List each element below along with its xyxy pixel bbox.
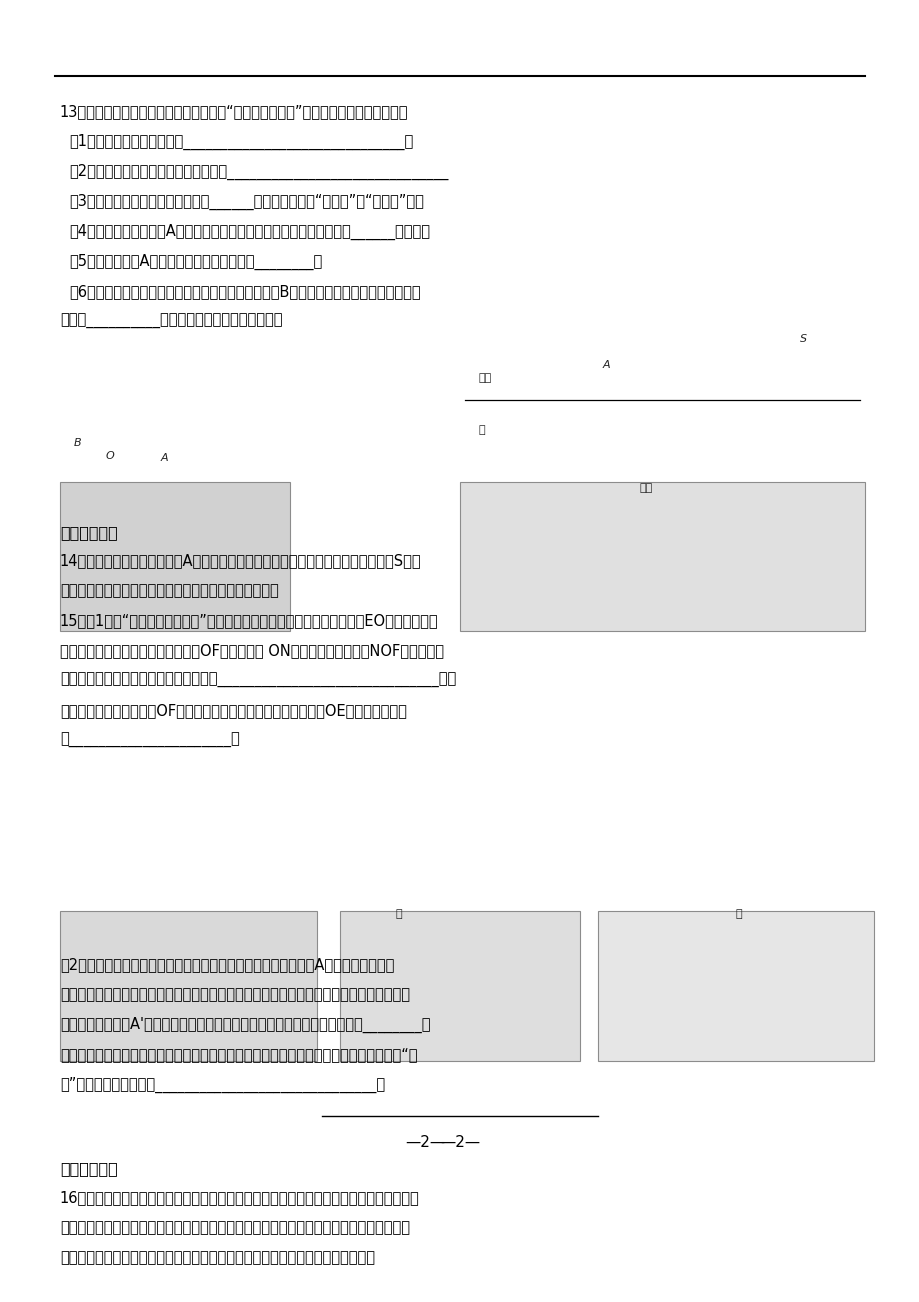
Text: 图乙: 图乙 bbox=[639, 483, 652, 493]
Text: A: A bbox=[602, 359, 609, 370]
Text: S: S bbox=[800, 333, 807, 344]
Text: 甲: 甲 bbox=[395, 909, 402, 919]
Bar bbox=[60, 482, 289, 631]
Text: 水: 水 bbox=[478, 424, 484, 435]
Text: A: A bbox=[161, 453, 168, 464]
Text: （5）如果将蜡烛A向玻璃板靠近，像的大小会________。: （5）如果将蜡烛A向玻璃板靠近，像的大小会________。 bbox=[69, 254, 322, 270]
Text: 明______________________。: 明______________________。 bbox=[60, 733, 239, 749]
Text: 平面镜上，在纸板上会看到反射光线OF。将纸板沿 ON向拥不后折，此时在NOF面上看不到: 平面镜上，在纸板上会看到反射光线OF。将纸板沿 ON向拥不后折，此时在NOF面上… bbox=[60, 643, 443, 659]
Text: 三、拓展延伸: 三、拓展延伸 bbox=[60, 1161, 118, 1177]
Text: 13、小豪用如下左图所示的实验器材探究“平面镜成像特点”，请你帮他完成下列问题：: 13、小豪用如下左图所示的实验器材探究“平面镜成像特点”，请你帮他完成下列问题： bbox=[60, 104, 408, 120]
Text: （2）选取两段完全相同的蜡烛的目的是______________________________: （2）选取两段完全相同的蜡烛的目的是______________________… bbox=[69, 164, 448, 180]
Text: 14、如图上右所示，由发光点A发射到水面上，同时发生反射和折射，反射光线经过S点，: 14、如图上右所示，由发光点A发射到水面上，同时发生反射和折射，反射光线经过S点… bbox=[60, 553, 421, 569]
Text: 图甲中，如果让光线逆着OF的方向射向镜面，会看到反射光线沿着OE方向射出，这表: 图甲中，如果让光线逆着OF的方向射向镜面，会看到反射光线沿着OE方向射出，这表 bbox=[60, 703, 406, 719]
Text: 16、学习了光学知识后，爱动脑筋的小桐和小朵想自己探究小孔成像观象。如上右图所示，: 16、学习了光学知识后，爱动脑筋的小桐和小朵想自己探究小孔成像观象。如上右图所示… bbox=[60, 1190, 419, 1206]
Text: —2—: —2— bbox=[404, 1135, 445, 1151]
Text: （3）为了便于观察，该实验最好在______环境申进行（填“较明亮”或“较黑暗”）；: （3）为了便于观察，该实验最好在______环境申进行（填“较明亮”或“较黑暗”… bbox=[69, 194, 424, 210]
Bar bbox=[340, 911, 579, 1061]
Text: 15、（1）在“探究光反射的规律”时，小李进行如图所示的实验，让一束光EO贴着纸板射到: 15、（1）在“探究光反射的规律”时，小李进行如图所示的实验，让一束光EO贴着纸… bbox=[60, 613, 438, 629]
Text: 二、能力提升: 二、能力提升 bbox=[60, 525, 118, 540]
Text: —2—: —2— bbox=[439, 1135, 480, 1151]
Bar bbox=[60, 911, 317, 1061]
Bar bbox=[460, 482, 864, 631]
Text: 她们给两个空罐的底部中央分别打上一个圆孔和一个方孔，再用两片半透明的塑料膜蒙在空: 她们给两个空罐的底部中央分别打上一个圆孔和一个方孔，再用两片半透明的塑料膜蒙在空 bbox=[60, 1220, 409, 1236]
Text: （4）实验中观察到蜡烛A在玻璃板后面有两个几乎重叠的像，这是由于______造成的；: （4）实验中观察到蜡烛A在玻璃板后面有两个几乎重叠的像，这是由于______造成… bbox=[69, 224, 429, 240]
Text: B: B bbox=[74, 437, 81, 448]
Bar bbox=[597, 911, 873, 1061]
Text: （6）为了探究平面镜成像的虚实，先移去后面的蜡烛B，并在原位置上放一光屏，发现在: （6）为了探究平面镜成像的虚实，先移去后面的蜡烛B，并在原位置上放一光屏，发现在 bbox=[69, 284, 420, 299]
Text: 罐的口上。分别将小孔对着烛焊和灯丝，可以看到烛焊和灯丝通过小孔所成的像。: 罐的口上。分别将小孔对着烛焊和灯丝，可以看到烛焊和灯丝通过小孔所成的像。 bbox=[60, 1250, 374, 1266]
Text: O: O bbox=[106, 450, 115, 461]
Text: 面移动，当移动到A'处时，可以看到它跟像完全重合，由此可以得出的结论是________；: 面移动，当移动到A'处时，可以看到它跟像完全重合，由此可以得出的结论是_____… bbox=[60, 1017, 430, 1032]
Text: （1）选用平板玻璃的目的是______________________________。: （1）选用平板玻璃的目的是___________________________… bbox=[69, 134, 413, 150]
Text: （2）图甲是小明同学探究平面镜的实验装置，在绝立的玻璃板前A处放一支点燃的蜡: （2）图甲是小明同学探究平面镜的实验装置，在绝立的玻璃板前A处放一支点燃的蜡 bbox=[60, 957, 393, 973]
Text: 请在图乙中画出入射光线、反射光线和大致的折射光线。: 请在图乙中画出入射光线、反射光线和大致的折射光线。 bbox=[60, 583, 278, 599]
Text: 烛，可以看到玻璃板后面出现蜡烛的像，小明拿一支大小和点燃蜡烛相同的蜡烛在玻璃板后: 烛，可以看到玻璃板后面出现蜡烛的像，小明拿一支大小和点燃蜡烛相同的蜡烛在玻璃板后 bbox=[60, 987, 409, 1003]
Text: 纸”上的信息得出结论：______________________________。: 纸”上的信息得出结论：_____________________________… bbox=[60, 1077, 384, 1092]
Text: 经过三次实验后，在白纸上记录的像与物对应点的位置如图乙所示，下一步你将如何处理“白: 经过三次实验后，在白纸上记录的像与物对应点的位置如图乙所示，下一步你将如何处理“… bbox=[60, 1047, 417, 1062]
Text: 光屏上__________，证明平面镜所成的像是虚像。: 光屏上__________，证明平面镜所成的像是虚像。 bbox=[60, 314, 282, 329]
Text: 乙: 乙 bbox=[735, 909, 742, 919]
Text: 空气: 空气 bbox=[478, 372, 491, 383]
Text: 反射光线，如图乙所示，此实验现象说明______________________________。在: 反射光线，如图乙所示，此实验现象说明______________________… bbox=[60, 673, 456, 689]
